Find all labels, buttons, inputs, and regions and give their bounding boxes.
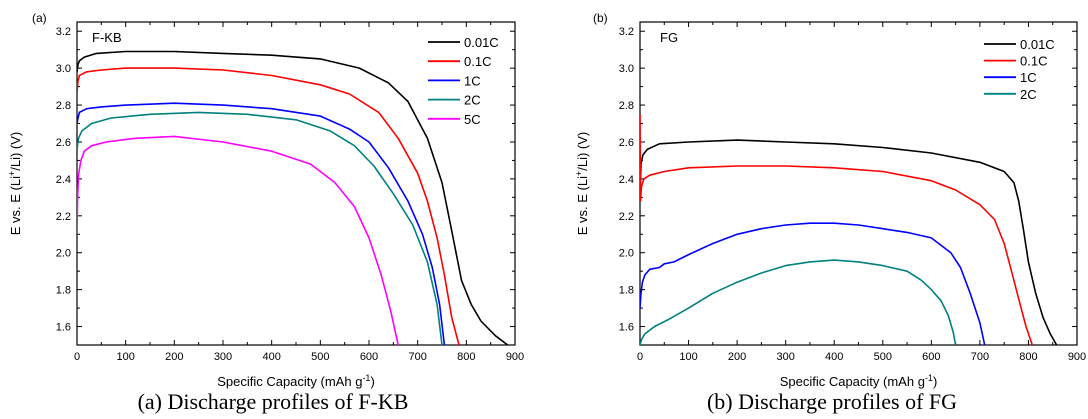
series-line-0.01C — [77, 50, 509, 345]
series-line-0.1C — [77, 67, 460, 345]
y-tick-label: 2.4 — [56, 174, 71, 186]
x-tick-label: 100 — [116, 351, 134, 363]
x-tick-label: 600 — [922, 351, 940, 363]
series-line-1C — [77, 102, 446, 345]
y-axis-label: E vs. E (Li+/Li) (V) — [7, 132, 23, 236]
legend-label: 1C — [464, 73, 481, 88]
legend-label: 0.1C — [464, 54, 491, 69]
x-tick-label: 900 — [1068, 351, 1086, 363]
y-tick-label: 1.8 — [619, 285, 634, 297]
legend-label: 0.01C — [464, 35, 499, 50]
legend-label: 2C — [1020, 87, 1037, 102]
y-tick-label: 2.2 — [56, 211, 71, 223]
x-tick-label: 500 — [874, 351, 892, 363]
legend-label: 2C — [464, 93, 481, 108]
y-tick-label: 2.2 — [619, 211, 634, 223]
plot-frame — [639, 21, 1078, 346]
legend-label: 1C — [1020, 70, 1037, 85]
series-line-0.01C — [640, 139, 1058, 345]
legend-label: 0.1C — [1020, 54, 1047, 69]
y-axis-label: E vs. E (Li+/Li) (V) — [574, 132, 590, 236]
y-tick-label: 2.0 — [619, 248, 634, 260]
y-tick-label: 1.6 — [619, 322, 634, 334]
x-tick-label: 0 — [637, 351, 643, 363]
y-tick-label: 2.4 — [619, 174, 634, 186]
x-tick-label: 300 — [214, 351, 232, 363]
x-axis-label: Specific Capacity (mAh g-1) — [780, 373, 938, 389]
series-line-0.1C — [640, 114, 1034, 345]
chart-title: FG — [660, 30, 678, 45]
y-tick-label: 3.2 — [619, 26, 634, 38]
legend-label: 0.01C — [1020, 37, 1055, 52]
x-tick-label: 900 — [506, 351, 524, 363]
x-tick-label: 0 — [74, 351, 80, 363]
x-tick-label: 200 — [165, 351, 183, 363]
series-line-2C — [77, 111, 443, 345]
y-tick-label: 2.0 — [56, 248, 71, 260]
x-tick-label: 400 — [262, 351, 280, 363]
panel-label: (a) — [32, 11, 47, 25]
caption-a: (a) Discharge profiles of F-KB — [138, 389, 409, 414]
caption-b: (b) Discharge profiles of FG — [707, 389, 957, 414]
panel-label: (b) — [593, 11, 608, 25]
y-tick-label: 2.8 — [619, 100, 634, 112]
x-tick-label: 200 — [728, 351, 746, 363]
series-line-5C — [77, 135, 399, 345]
y-tick-label: 3.2 — [56, 26, 71, 38]
y-tick-label: 2.8 — [56, 100, 71, 112]
y-tick-label: 3.0 — [619, 63, 634, 75]
x-tick-label: 400 — [825, 351, 843, 363]
x-tick-label: 100 — [679, 351, 697, 363]
y-tick-label: 2.6 — [619, 137, 634, 149]
legend-label: 5C — [464, 112, 481, 127]
series-line-1C — [640, 222, 986, 345]
x-tick-label: 800 — [1019, 351, 1037, 363]
x-tick-label: 700 — [971, 351, 989, 363]
y-tick-label: 1.8 — [56, 285, 71, 297]
y-tick-label: 3.0 — [56, 63, 71, 75]
x-tick-label: 300 — [776, 351, 794, 363]
x-tick-label: 700 — [408, 351, 426, 363]
x-axis-label: Specific Capacity (mAh g-1) — [217, 373, 375, 389]
x-tick-label: 800 — [457, 351, 475, 363]
plot-frame — [76, 21, 516, 346]
series-line-2C — [640, 259, 957, 345]
y-tick-label: 2.6 — [56, 137, 71, 149]
x-tick-label: 500 — [311, 351, 329, 363]
x-tick-label: 600 — [360, 351, 378, 363]
panel-b: 0 100 200 300 400 500 600 700 800 900 1.6 1.8 2.0 2.2… — [574, 11, 1086, 389]
y-tick-label: 1.6 — [56, 322, 71, 334]
chart-title: F-KB — [92, 30, 122, 45]
panel-a: 0 100 200 300 400 500 600 700 800 900 1.6 1.8 2.0 2.2… — [7, 11, 524, 389]
